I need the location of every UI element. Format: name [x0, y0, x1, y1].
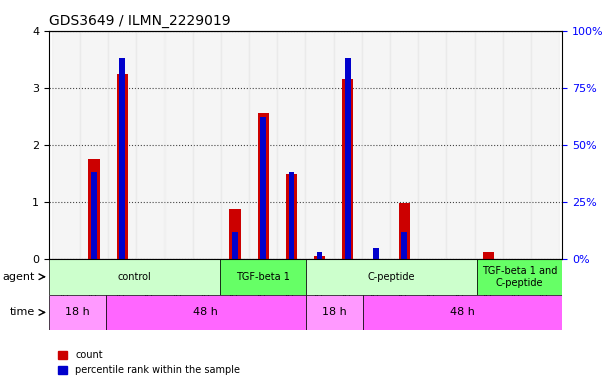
Text: 18 h: 18 h [321, 308, 346, 318]
Bar [342, 79, 353, 259]
Text: GDS3649 / ILMN_2229019: GDS3649 / ILMN_2229019 [49, 14, 230, 28]
Bar [334, 31, 362, 259]
Bar [277, 31, 306, 259]
FancyBboxPatch shape [477, 259, 562, 295]
Text: C-peptide: C-peptide [367, 272, 415, 282]
Bar [108, 31, 136, 259]
Bar [345, 58, 351, 259]
FancyBboxPatch shape [49, 259, 220, 295]
Bar [80, 31, 108, 259]
Bar [314, 256, 325, 259]
Text: 48 h: 48 h [450, 308, 475, 318]
Bar [362, 31, 390, 259]
Bar [531, 31, 559, 259]
FancyBboxPatch shape [106, 295, 306, 330]
Bar [136, 31, 164, 259]
Bar [306, 31, 334, 259]
Bar [447, 31, 475, 259]
Legend: count, percentile rank within the sample: count, percentile rank within the sample [54, 346, 244, 379]
Bar [260, 118, 266, 259]
Bar [475, 31, 503, 259]
Bar [288, 172, 295, 259]
Bar [258, 113, 269, 259]
FancyBboxPatch shape [362, 295, 562, 330]
Bar [398, 203, 410, 259]
Bar [221, 31, 249, 259]
Bar [419, 31, 447, 259]
Bar [483, 252, 494, 259]
Bar [249, 31, 277, 259]
Bar [316, 252, 323, 259]
Bar [390, 31, 419, 259]
Text: 18 h: 18 h [65, 308, 90, 318]
Bar [164, 31, 192, 259]
Bar [503, 31, 531, 259]
FancyBboxPatch shape [220, 259, 306, 295]
Bar [401, 232, 407, 259]
Bar [232, 232, 238, 259]
FancyBboxPatch shape [306, 259, 477, 295]
Bar [119, 58, 125, 259]
Text: time: time [9, 308, 35, 318]
Bar [229, 209, 241, 259]
Text: TGF-beta 1 and
C-peptide: TGF-beta 1 and C-peptide [481, 266, 557, 288]
Text: 48 h: 48 h [193, 308, 218, 318]
FancyBboxPatch shape [306, 295, 362, 330]
Bar [91, 172, 97, 259]
Bar [192, 31, 221, 259]
Bar [52, 31, 80, 259]
FancyBboxPatch shape [49, 295, 106, 330]
Bar [373, 248, 379, 259]
Text: TGF-beta 1: TGF-beta 1 [236, 272, 290, 282]
Bar [89, 159, 100, 259]
Bar [117, 73, 128, 259]
Bar [286, 174, 297, 259]
Text: agent: agent [2, 272, 35, 282]
Text: control: control [117, 272, 152, 282]
